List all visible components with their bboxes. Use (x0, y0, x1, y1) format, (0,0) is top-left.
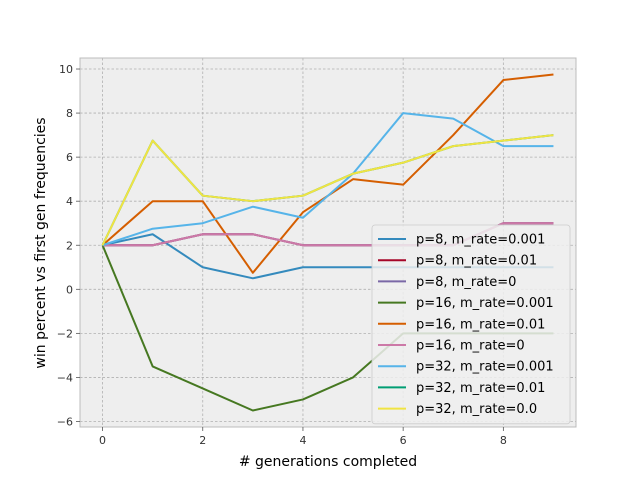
y-tick-label: 6 (66, 151, 73, 164)
y-tick-label: 0 (66, 283, 73, 296)
legend-label: p=32, m_rate=0.001 (416, 360, 554, 375)
y-tick-label: −2 (57, 327, 73, 340)
y-axis-label: win percent vs first gen frequencies (33, 117, 49, 368)
x-tick-label: 6 (400, 434, 407, 447)
legend-label: p=32, m_rate=0.0 (416, 402, 537, 417)
x-tick-label: 4 (299, 434, 306, 447)
x-tick-label: 0 (99, 434, 106, 447)
series-line (102, 112, 554, 247)
y-tick-label: 8 (66, 107, 73, 120)
y-tick-label: 2 (66, 239, 73, 252)
y-tick-label: −6 (57, 415, 73, 428)
axes-frame (79, 57, 577, 428)
legend-label: p=16, m_rate=0.001 (416, 296, 554, 311)
series-line (101, 134, 554, 246)
legend-label: p=16, m_rate=0 (416, 339, 525, 354)
legend-box (371, 224, 571, 425)
x-tick-label: 8 (500, 434, 507, 447)
legend-label: p=8, m_rate=0.001 (416, 233, 545, 248)
legend-label: p=16, m_rate=0.01 (416, 317, 545, 332)
x-axis-label: # generations completed (239, 454, 417, 470)
y-tick-label: 4 (66, 195, 73, 208)
legend-label: p=8, m_rate=0 (416, 275, 516, 290)
legend-label: p=32, m_rate=0.01 (416, 381, 545, 396)
x-tick-label: 2 (199, 434, 206, 447)
legend-label: p=8, m_rate=0.01 (416, 254, 537, 269)
y-tick-label: 10 (59, 63, 73, 76)
y-tick-label: −4 (57, 371, 73, 384)
